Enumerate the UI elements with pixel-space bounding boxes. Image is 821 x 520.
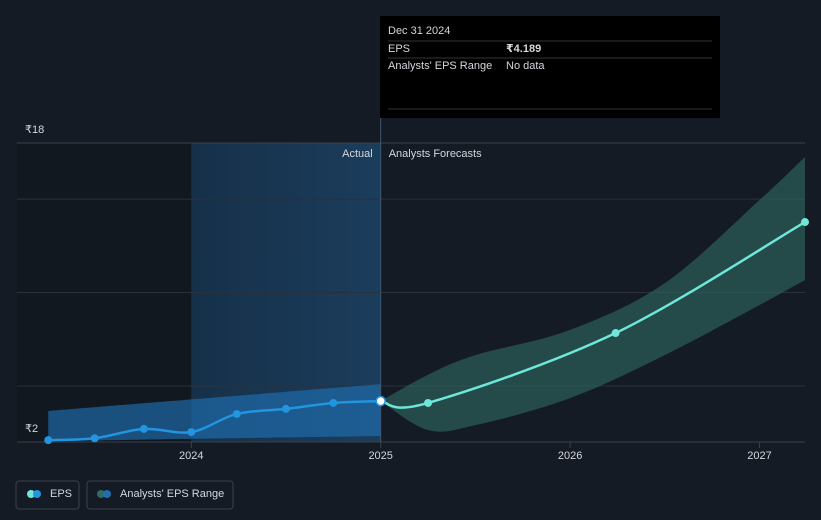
tooltip-label: Analysts' EPS Range bbox=[388, 60, 492, 72]
forecast-label: Analysts Forecasts bbox=[389, 148, 482, 160]
y-tick-label: ₹18 bbox=[25, 124, 44, 136]
legend-swatch bbox=[97, 490, 105, 498]
legend-box bbox=[86, 480, 234, 510]
eps-point bbox=[232, 409, 241, 418]
tooltip-date: Dec 31 2024 bbox=[388, 25, 450, 37]
x-tick-label: 2024 bbox=[179, 450, 203, 462]
legend-label: EPS bbox=[50, 488, 72, 500]
tooltip-value: No data bbox=[506, 60, 545, 72]
eps-point bbox=[375, 395, 386, 407]
y-tick-label: ₹2 bbox=[25, 423, 38, 435]
eps-point bbox=[139, 424, 148, 433]
legend-item: EPS bbox=[15, 480, 80, 510]
range-band bbox=[380, 157, 805, 432]
x-tick-label: 2027 bbox=[747, 450, 771, 462]
x-tick-label: 2026 bbox=[558, 450, 582, 462]
eps-point bbox=[281, 404, 290, 413]
tooltip: Dec 31 2024 EPS ₹4.189 Analysts' EPS Range N… bbox=[380, 16, 720, 118]
legend-box bbox=[15, 480, 80, 510]
x-tick-label: 2025 bbox=[368, 450, 392, 462]
eps-point bbox=[424, 398, 433, 407]
actual-label: Actual bbox=[342, 148, 373, 160]
eps-point bbox=[187, 428, 196, 437]
eps-point bbox=[611, 329, 620, 338]
eps-point bbox=[801, 218, 809, 227]
legend-item: Analysts' EPS Range bbox=[86, 480, 234, 510]
tooltip-box bbox=[380, 16, 720, 118]
legend-swatch bbox=[27, 490, 35, 498]
eps-line bbox=[380, 220, 806, 409]
eps-point bbox=[90, 434, 99, 443]
legend-swatch bbox=[33, 490, 41, 498]
eps-point bbox=[44, 436, 53, 445]
tooltip-value: ₹4.189 bbox=[506, 43, 541, 55]
range-band bbox=[48, 384, 381, 442]
eps-point bbox=[329, 398, 338, 407]
legend-swatch bbox=[103, 490, 111, 498]
tooltip-label: EPS bbox=[388, 43, 410, 55]
legend-label: Analysts' EPS Range bbox=[120, 488, 224, 500]
